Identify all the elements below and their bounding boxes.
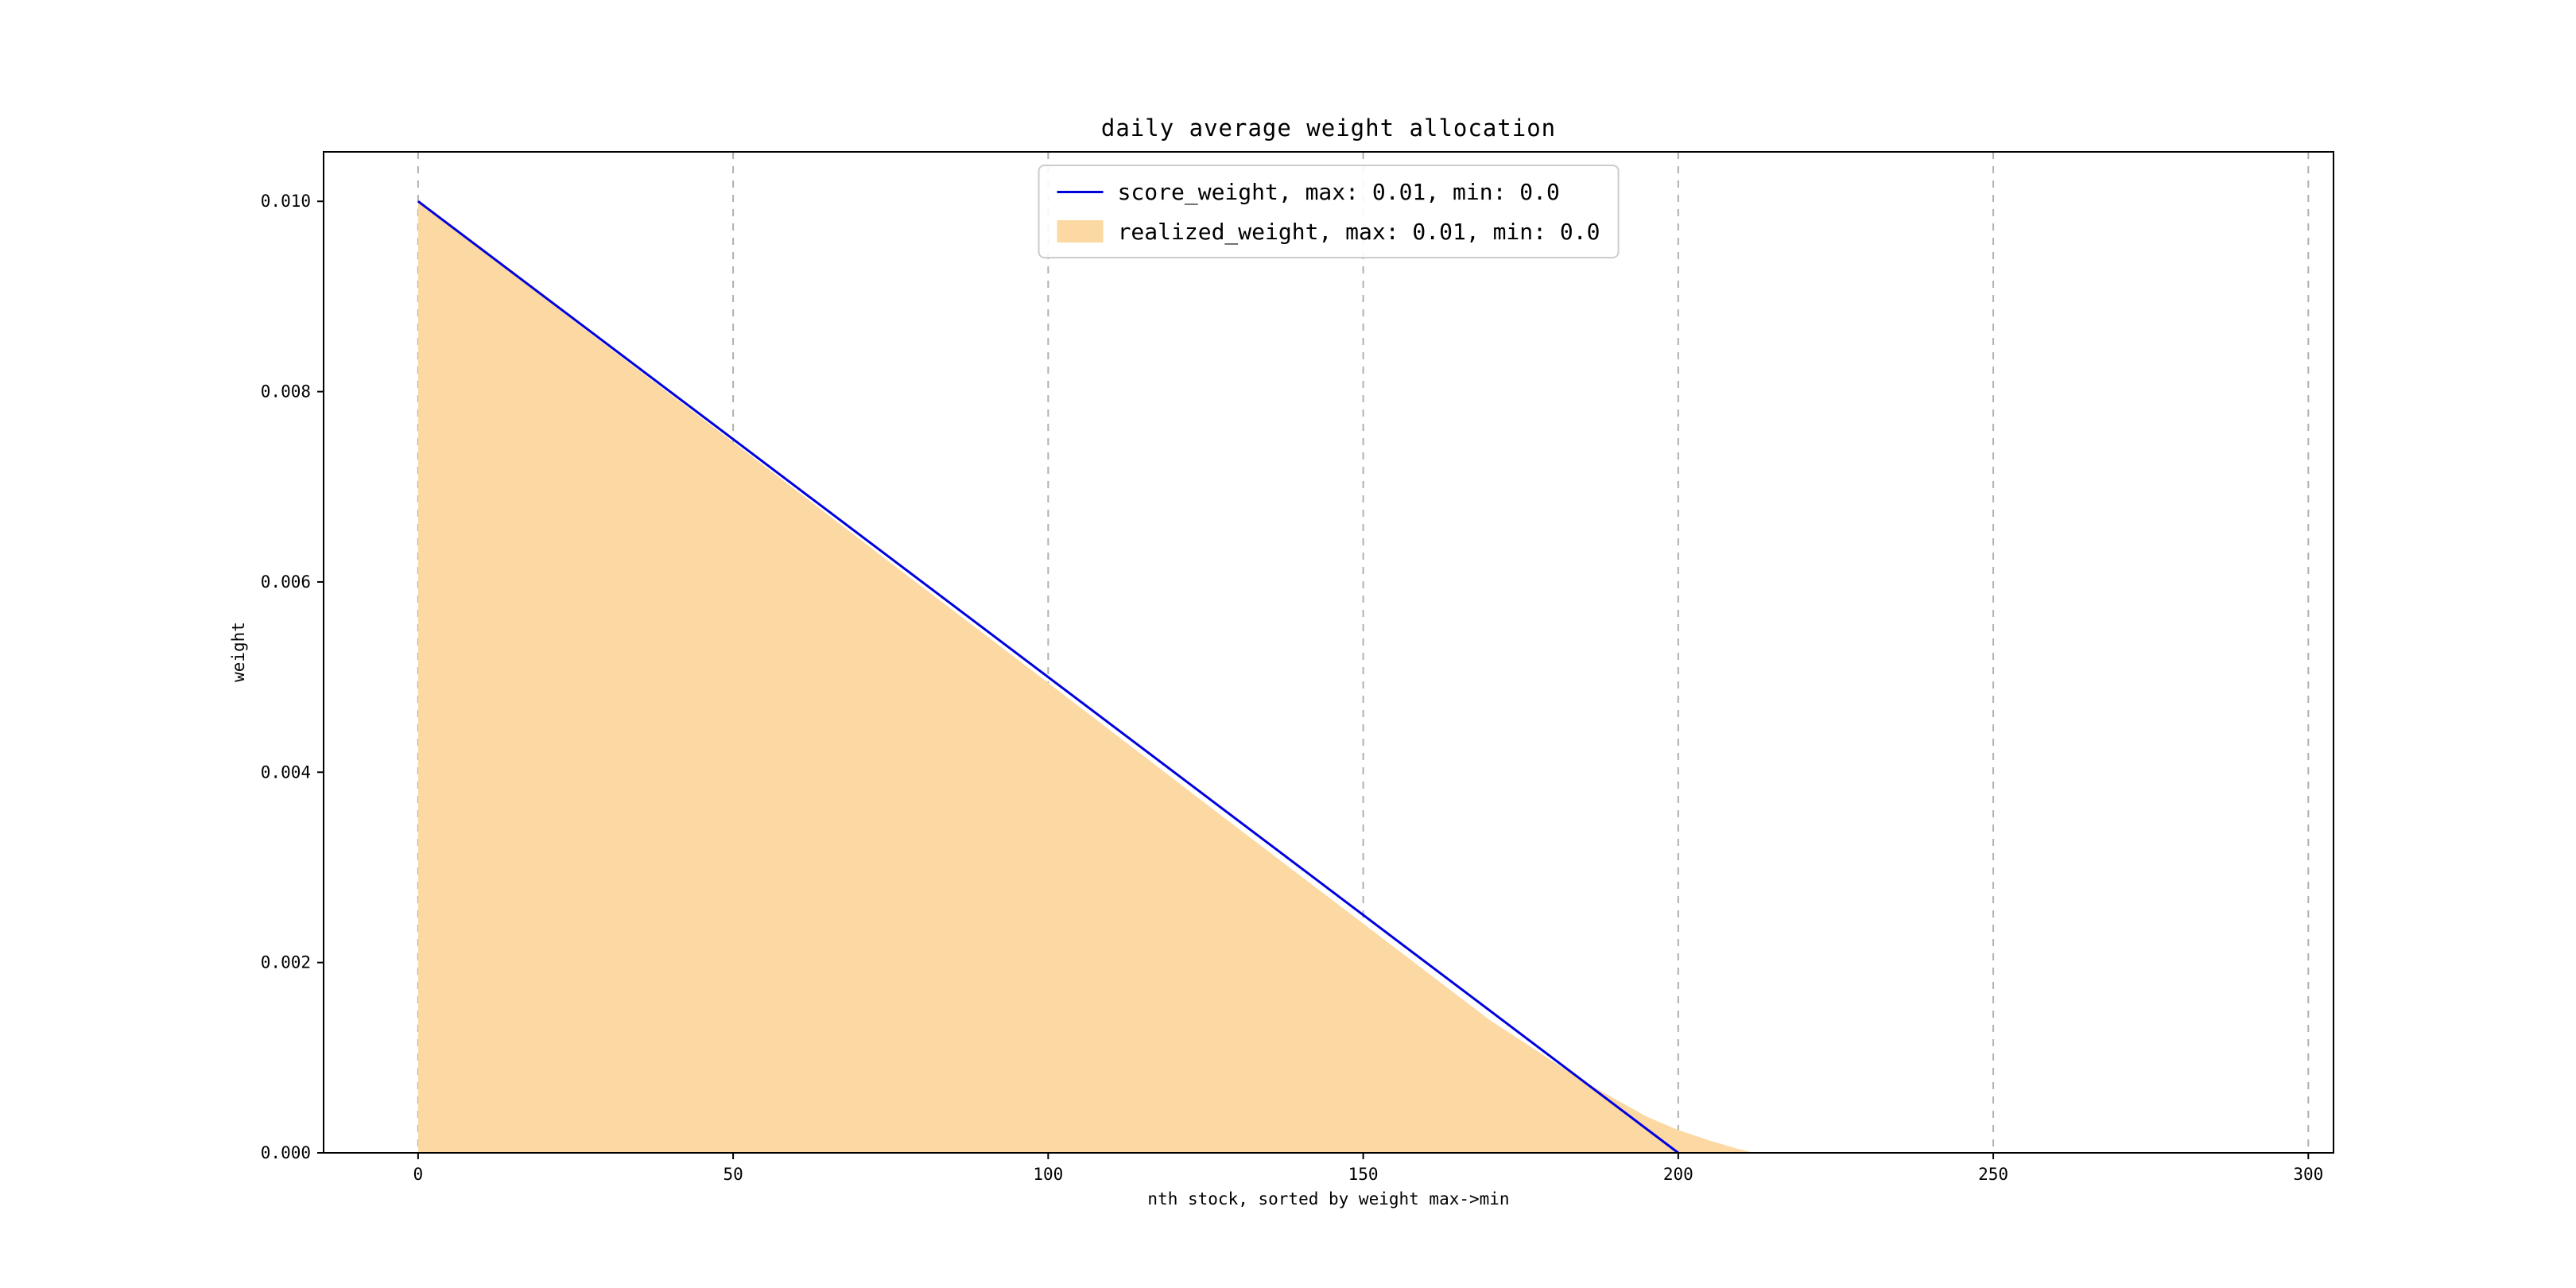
svg-text:150: 150 bbox=[1348, 1165, 1379, 1184]
svg-text:0.010: 0.010 bbox=[261, 192, 311, 211]
legend-item-realized-weight: realized_weight, max: 0.01, min: 0.0 bbox=[1057, 215, 1600, 247]
svg-text:0.006: 0.006 bbox=[261, 572, 311, 592]
svg-text:0.002: 0.002 bbox=[261, 953, 311, 972]
svg-text:250: 250 bbox=[1978, 1165, 2008, 1184]
y-axis-label: weight bbox=[229, 622, 248, 682]
x-axis-label: nth stock, sorted by weight max->min bbox=[1147, 1189, 1510, 1208]
svg-text:50: 50 bbox=[723, 1165, 743, 1184]
svg-text:0: 0 bbox=[413, 1165, 424, 1184]
legend-label: realized_weight, max: 0.01, min: 0.0 bbox=[1117, 218, 1600, 245]
svg-text:300: 300 bbox=[2293, 1165, 2323, 1184]
patch-swatch-icon bbox=[1057, 220, 1104, 242]
line-swatch-icon bbox=[1057, 190, 1104, 193]
svg-text:0.004: 0.004 bbox=[261, 762, 311, 782]
legend: score_weight, max: 0.01, min: 0.0 realiz… bbox=[1038, 165, 1620, 258]
legend-item-score-weight: score_weight, max: 0.01, min: 0.0 bbox=[1057, 176, 1600, 208]
svg-text:0.008: 0.008 bbox=[261, 382, 311, 402]
chart-title: daily average weight allocation bbox=[1100, 114, 1557, 142]
svg-text:200: 200 bbox=[1663, 1165, 1693, 1184]
svg-text:100: 100 bbox=[1033, 1165, 1063, 1184]
svg-text:0.000: 0.000 bbox=[261, 1143, 311, 1162]
legend-label: score_weight, max: 0.01, min: 0.0 bbox=[1117, 178, 1560, 205]
